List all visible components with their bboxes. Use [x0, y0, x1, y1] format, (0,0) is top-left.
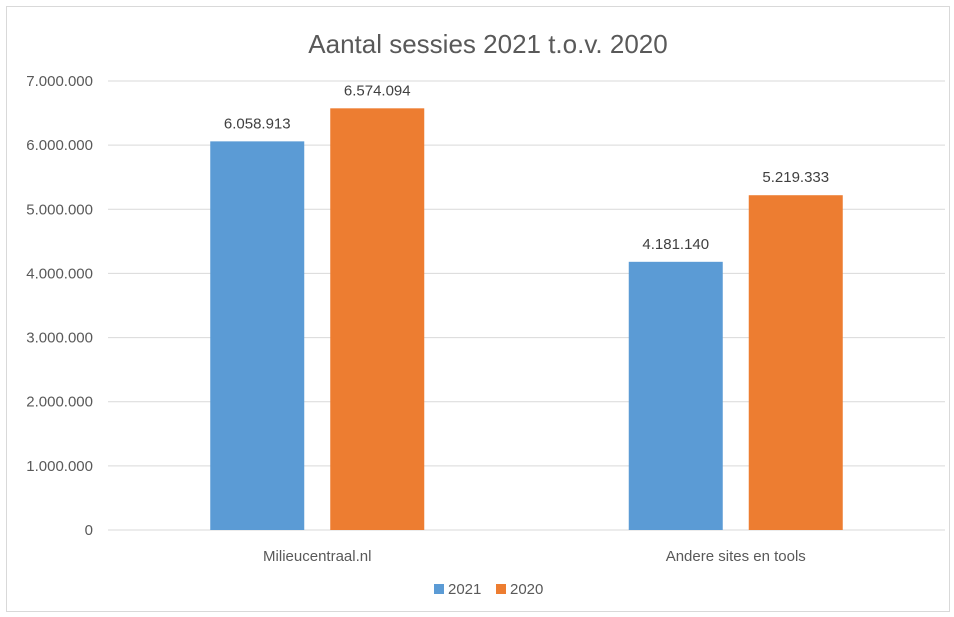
- bar-2020-0: [330, 108, 425, 531]
- data-label: 5.219.333: [762, 169, 829, 186]
- y-axis-tick-labels: 0 1.000.000 2.000.000 3.000.000 4.000.000 5.0…: [26, 73, 93, 539]
- category-label: Milieucentraal.nl: [263, 548, 371, 565]
- bars: [210, 108, 843, 531]
- y-tick-label: 0: [85, 522, 93, 539]
- chart-title: Aantal sessies 2021 t.o.v. 2020: [308, 29, 667, 59]
- data-label: 6.058.913: [224, 115, 291, 132]
- data-label: 6.574.094: [344, 82, 411, 99]
- y-tick-label: 3.000.000: [26, 330, 93, 347]
- bar-chart: Aantal sessies 2021 t.o.v. 2020 0 1.000.0…: [26, 29, 945, 598]
- legend-label: 2020: [510, 581, 543, 598]
- bar-2021-0: [210, 141, 305, 530]
- bar-2021-1: [628, 261, 723, 530]
- y-tick-label: 2.000.000: [26, 394, 93, 411]
- legend-swatch-2020: [496, 584, 506, 594]
- category-label: Andere sites en tools: [666, 548, 806, 565]
- y-tick-label: 6.000.000: [26, 137, 93, 154]
- x-axis-category-labels: Milieucentraal.nl Andere sites en tools: [263, 548, 806, 565]
- legend: 2021 2020: [434, 581, 543, 598]
- y-tick-label: 7.000.000: [26, 73, 93, 90]
- bar-2020-1: [748, 195, 843, 530]
- data-labels: 6.058.913 6.574.094 4.181.140 5.219.333: [224, 82, 829, 252]
- y-tick-label: 4.000.000: [26, 265, 93, 282]
- legend-label: 2021: [448, 581, 481, 598]
- data-label: 4.181.140: [642, 236, 709, 253]
- y-tick-label: 1.000.000: [26, 458, 93, 475]
- legend-swatch-2021: [434, 584, 444, 594]
- chart-frame: Aantal sessies 2021 t.o.v. 2020 0 1.000.0…: [6, 6, 950, 612]
- y-tick-label: 5.000.000: [26, 201, 93, 218]
